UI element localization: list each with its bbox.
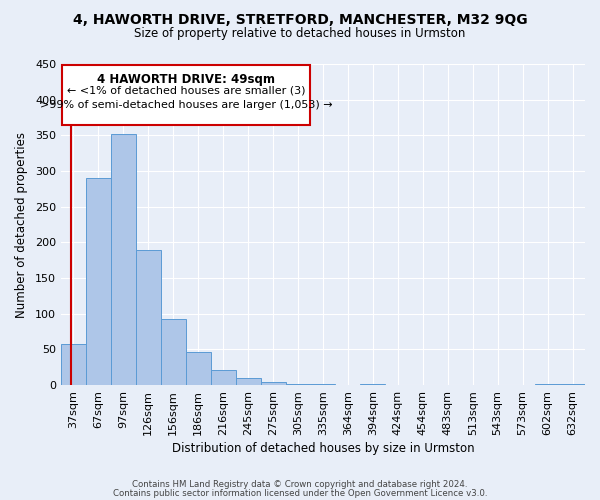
X-axis label: Distribution of detached houses by size in Urmston: Distribution of detached houses by size …: [172, 442, 474, 455]
Bar: [186, 352, 211, 385]
Bar: [86, 178, 111, 385]
Bar: [286, 384, 310, 385]
Bar: [560, 384, 585, 385]
Text: >99% of semi-detached houses are larger (1,053) →: >99% of semi-detached houses are larger …: [40, 100, 332, 110]
Bar: [211, 370, 236, 385]
Bar: [111, 134, 136, 385]
Text: Size of property relative to detached houses in Urmston: Size of property relative to detached ho…: [134, 28, 466, 40]
Text: ← <1% of detached houses are smaller (3): ← <1% of detached houses are smaller (3): [67, 86, 305, 96]
Text: Contains public sector information licensed under the Open Government Licence v3: Contains public sector information licen…: [113, 488, 487, 498]
Bar: [361, 384, 385, 385]
Bar: [61, 344, 86, 385]
Text: 4, HAWORTH DRIVE, STRETFORD, MANCHESTER, M32 9QG: 4, HAWORTH DRIVE, STRETFORD, MANCHESTER,…: [73, 12, 527, 26]
Y-axis label: Number of detached properties: Number of detached properties: [15, 132, 28, 318]
FancyBboxPatch shape: [62, 66, 310, 124]
Bar: [236, 378, 260, 385]
Bar: [161, 320, 186, 385]
Text: Contains HM Land Registry data © Crown copyright and database right 2024.: Contains HM Land Registry data © Crown c…: [132, 480, 468, 489]
Bar: [310, 384, 335, 385]
Bar: [260, 382, 286, 385]
Bar: [535, 384, 560, 385]
Bar: [136, 250, 161, 385]
Text: 4 HAWORTH DRIVE: 49sqm: 4 HAWORTH DRIVE: 49sqm: [97, 72, 275, 86]
